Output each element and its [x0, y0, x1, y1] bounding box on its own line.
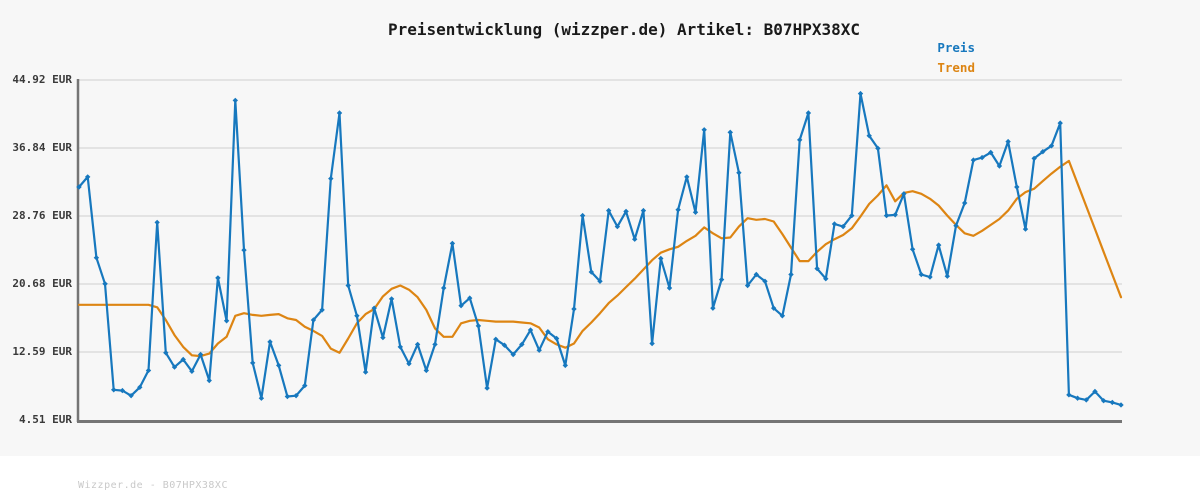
chart-title: Preisentwicklung (wizzper.de) Artikel: B…	[387, 20, 860, 39]
y-axis-tick-label: 44.92 EUR	[12, 73, 72, 86]
legend-item-trend: Trend	[937, 60, 975, 75]
y-axis-tick-label: 12.59 EUR	[12, 345, 72, 358]
legend-item-preis: Preis	[937, 40, 975, 55]
watermark-text: Wizzper.de - B07HPX38XC	[78, 480, 228, 491]
y-axis-tick-label: 28.76 EUR	[12, 209, 72, 222]
y-axis-tick-label: 4.51 EUR	[19, 413, 72, 426]
price-trend-line-chart	[76, 79, 1124, 423]
chart-figure: Preisentwicklung (wizzper.de) Artikel: B…	[12, 20, 1124, 426]
legend: Preis Trend	[937, 38, 975, 78]
y-axis-tick-label: 36.84 EUR	[12, 141, 72, 154]
y-axis-tick-label: 20.68 EUR	[12, 277, 72, 290]
